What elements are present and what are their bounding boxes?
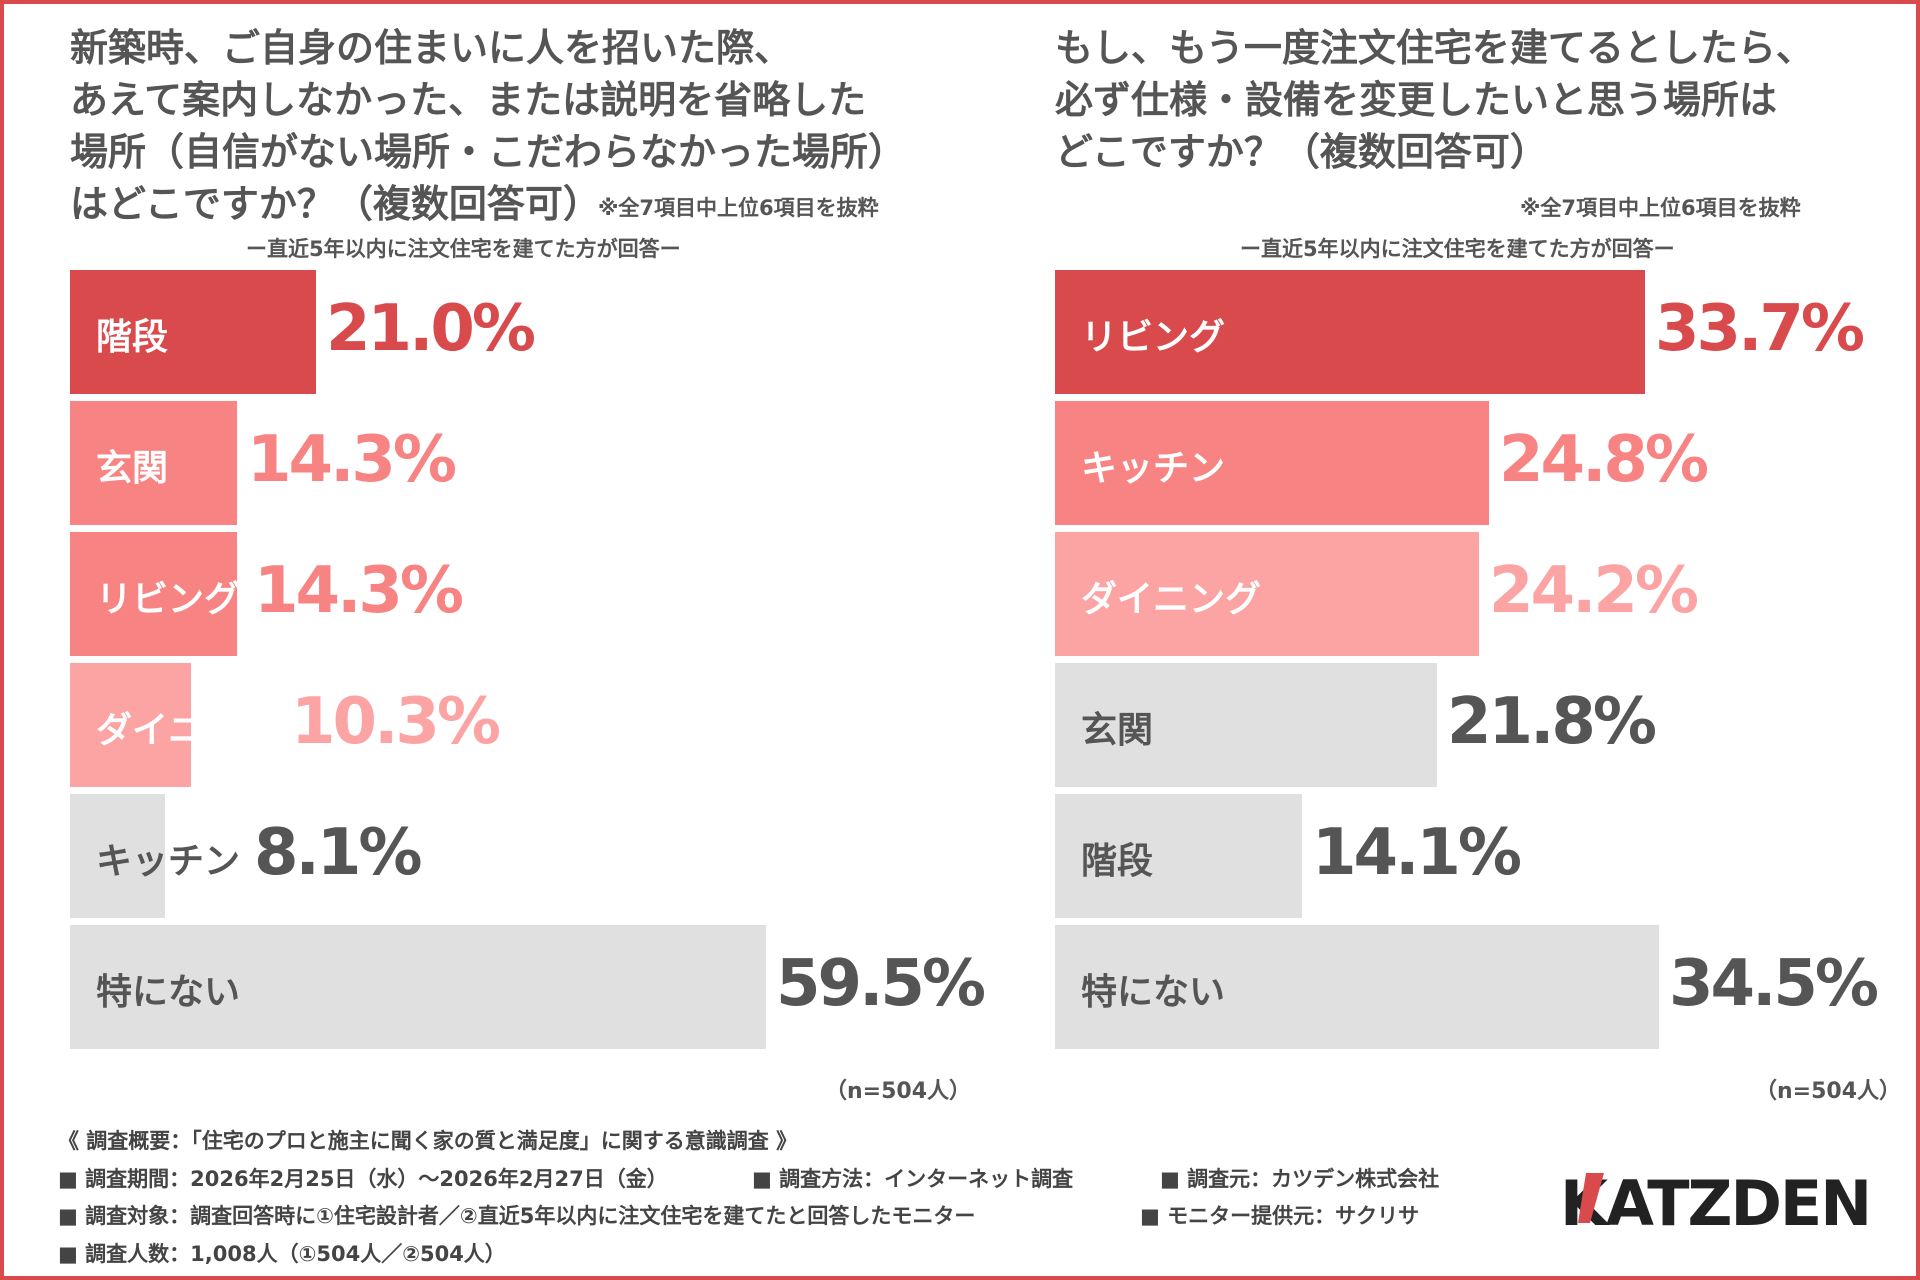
left-bar-value-2: 14.3% — [247, 423, 457, 497]
right-bar-label-5: 階段 — [1081, 841, 1154, 882]
right-bar-3 — [1055, 532, 1479, 656]
survey-period: ■ 調査期間：2026年2月25日（水）〜2026年2月27日（金） — [58, 1167, 668, 1191]
left-bar-label-5: キッチン — [96, 841, 241, 882]
left-sample-size: （n=504人） — [825, 1079, 972, 1104]
survey-target: ■ 調査対象：調査回答時に①住宅設計者／②直近5年以内に注文住宅を建てたと回答し… — [58, 1204, 976, 1228]
left-bar-4 — [70, 663, 191, 787]
survey-method: ■ 調査方法：インターネット調査 — [752, 1167, 1074, 1191]
left-bar-value-3: 14.3% — [254, 554, 464, 628]
right-bar-label-3: ダイニング — [1081, 579, 1262, 620]
left-bar-3 — [70, 532, 237, 656]
left-bar-label-4: ダイニング — [96, 710, 277, 751]
right-bar-value-3: 24.2% — [1489, 554, 1699, 628]
right-bar-1 — [1055, 270, 1645, 394]
left-bar-1 — [70, 270, 316, 394]
left-bar-5 — [70, 794, 165, 918]
right-bar-label-4: 玄関 — [1081, 710, 1154, 751]
right-bar-label-2: キッチン — [1081, 448, 1226, 489]
left-bar-label-1: 階段 — [96, 317, 169, 358]
left-question-title: 新築時、ご自身の住まいに人を招いた際、 あえて案内しなかった、または説明を省略し… — [70, 26, 907, 226]
right-bar-6 — [1055, 925, 1659, 1049]
left-bar-value-4: 10.3% — [291, 685, 501, 759]
left-bar-6 — [70, 925, 766, 1049]
left-bar-value-6: 59.5% — [776, 947, 986, 1021]
right-bar-value-6: 34.5% — [1669, 947, 1879, 1021]
survey-count: ■ 調査人数：1,008人（①504人／②504人） — [58, 1242, 506, 1266]
right-bar-label-6: 特にない — [1081, 972, 1226, 1013]
right-sample-size: （n=504人） — [1755, 1079, 1902, 1104]
right-bar-label-1: リビング — [1081, 317, 1226, 358]
left-bar-label-3: リビング — [96, 579, 241, 620]
right-bar-2 — [1055, 401, 1489, 525]
right-subtitle: ー直近5年以内に注文住宅を建てた方が回答ー — [1240, 237, 1675, 261]
left-note: ※全7項目中上位6項目を抜粋 — [598, 196, 879, 220]
right-bar-value-4: 21.8% — [1447, 685, 1657, 759]
right-bar-5 — [1055, 794, 1302, 918]
left-bar-label-6: 特にない — [96, 972, 241, 1013]
right-bar-value-2: 24.8% — [1499, 423, 1709, 497]
logo-wordmark: KATZDEN — [1560, 1167, 1870, 1235]
survey-heading: 《 調査概要：「住宅のプロと施主に聞く家の質と満足度」に関する意識調査 》 — [58, 1129, 798, 1153]
right-question-title: もし、もう一度注文住宅を建てるとしたら、 必ず仕様・設備を変更したいと思う場所は… — [1055, 26, 1814, 174]
survey-source: ■ 調査元：カツデン株式会社 — [1160, 1167, 1440, 1191]
left-bar-2 — [70, 401, 237, 525]
left-bar-label-2: 玄関 — [96, 448, 169, 489]
right-note: ※全7項目中上位6項目を抜粋 — [1520, 196, 1801, 220]
left-subtitle: ー直近5年以内に注文住宅を建てた方が回答ー — [246, 237, 681, 261]
left-bar-value-5: 8.1% — [254, 816, 422, 890]
right-bar-value-5: 14.1% — [1312, 816, 1522, 890]
logo-accent-mark — [1578, 1173, 1604, 1223]
katzden-logo: KATZDEN — [1560, 1167, 1872, 1235]
left-bar-value-1: 21.0% — [326, 292, 536, 366]
survey-provider: ■ モニター提供元：サクリサ — [1140, 1204, 1420, 1228]
right-bar-value-1: 33.7% — [1655, 292, 1865, 366]
right-bar-4 — [1055, 663, 1437, 787]
